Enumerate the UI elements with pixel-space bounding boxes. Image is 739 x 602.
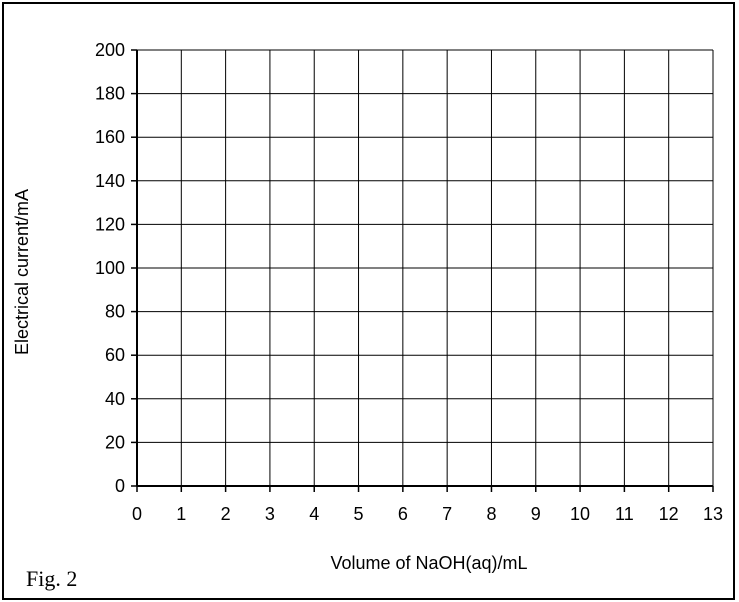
y-axis-label: Electrical current/mA	[12, 189, 32, 355]
x-tick-label: 9	[531, 504, 541, 524]
y-tick-label: 20	[105, 432, 125, 452]
x-tick-label: 7	[442, 504, 452, 524]
figure-label: Fig. 2	[26, 566, 78, 591]
y-tick-label: 160	[95, 127, 125, 147]
y-tick-label: 60	[105, 345, 125, 365]
y-tick-label: 140	[95, 171, 125, 191]
y-tick-label: 0	[115, 476, 125, 496]
x-tick-label: 12	[659, 504, 679, 524]
x-tick-label: 5	[354, 504, 364, 524]
chart-labels: Volume of NaOH(aq)/mL Electrical current…	[12, 189, 528, 573]
x-tick-label: 10	[570, 504, 590, 524]
y-tick-label: 120	[95, 214, 125, 234]
chart-ticks: 0 1 2 3 4 5 6 7 8 9 10 11 12 130204060801001201401601…	[95, 40, 723, 524]
chart: 0 1 2 3 4 5 6 7 8 9 10 11 12 130204060801001201401601…	[12, 40, 723, 573]
x-tick-label: 2	[221, 504, 231, 524]
y-tick-label: 180	[95, 84, 125, 104]
y-tick-label: 40	[105, 389, 125, 409]
x-tick-label: 1	[176, 504, 186, 524]
x-tick-label: 8	[486, 504, 496, 524]
y-tick-label: 100	[95, 258, 125, 278]
x-tick-label: 13	[703, 504, 723, 524]
y-tick-label: 80	[105, 302, 125, 322]
x-axis-label: Volume of NaOH(aq)/mL	[330, 553, 527, 573]
x-tick-label: 6	[398, 504, 408, 524]
chart-grid	[137, 49, 714, 486]
x-tick-label: 11	[615, 504, 634, 524]
y-tick-label: 200	[95, 40, 125, 60]
x-tick-label: 4	[309, 504, 319, 524]
x-tick-label: 0	[132, 504, 142, 524]
x-tick-label: 3	[265, 504, 275, 524]
